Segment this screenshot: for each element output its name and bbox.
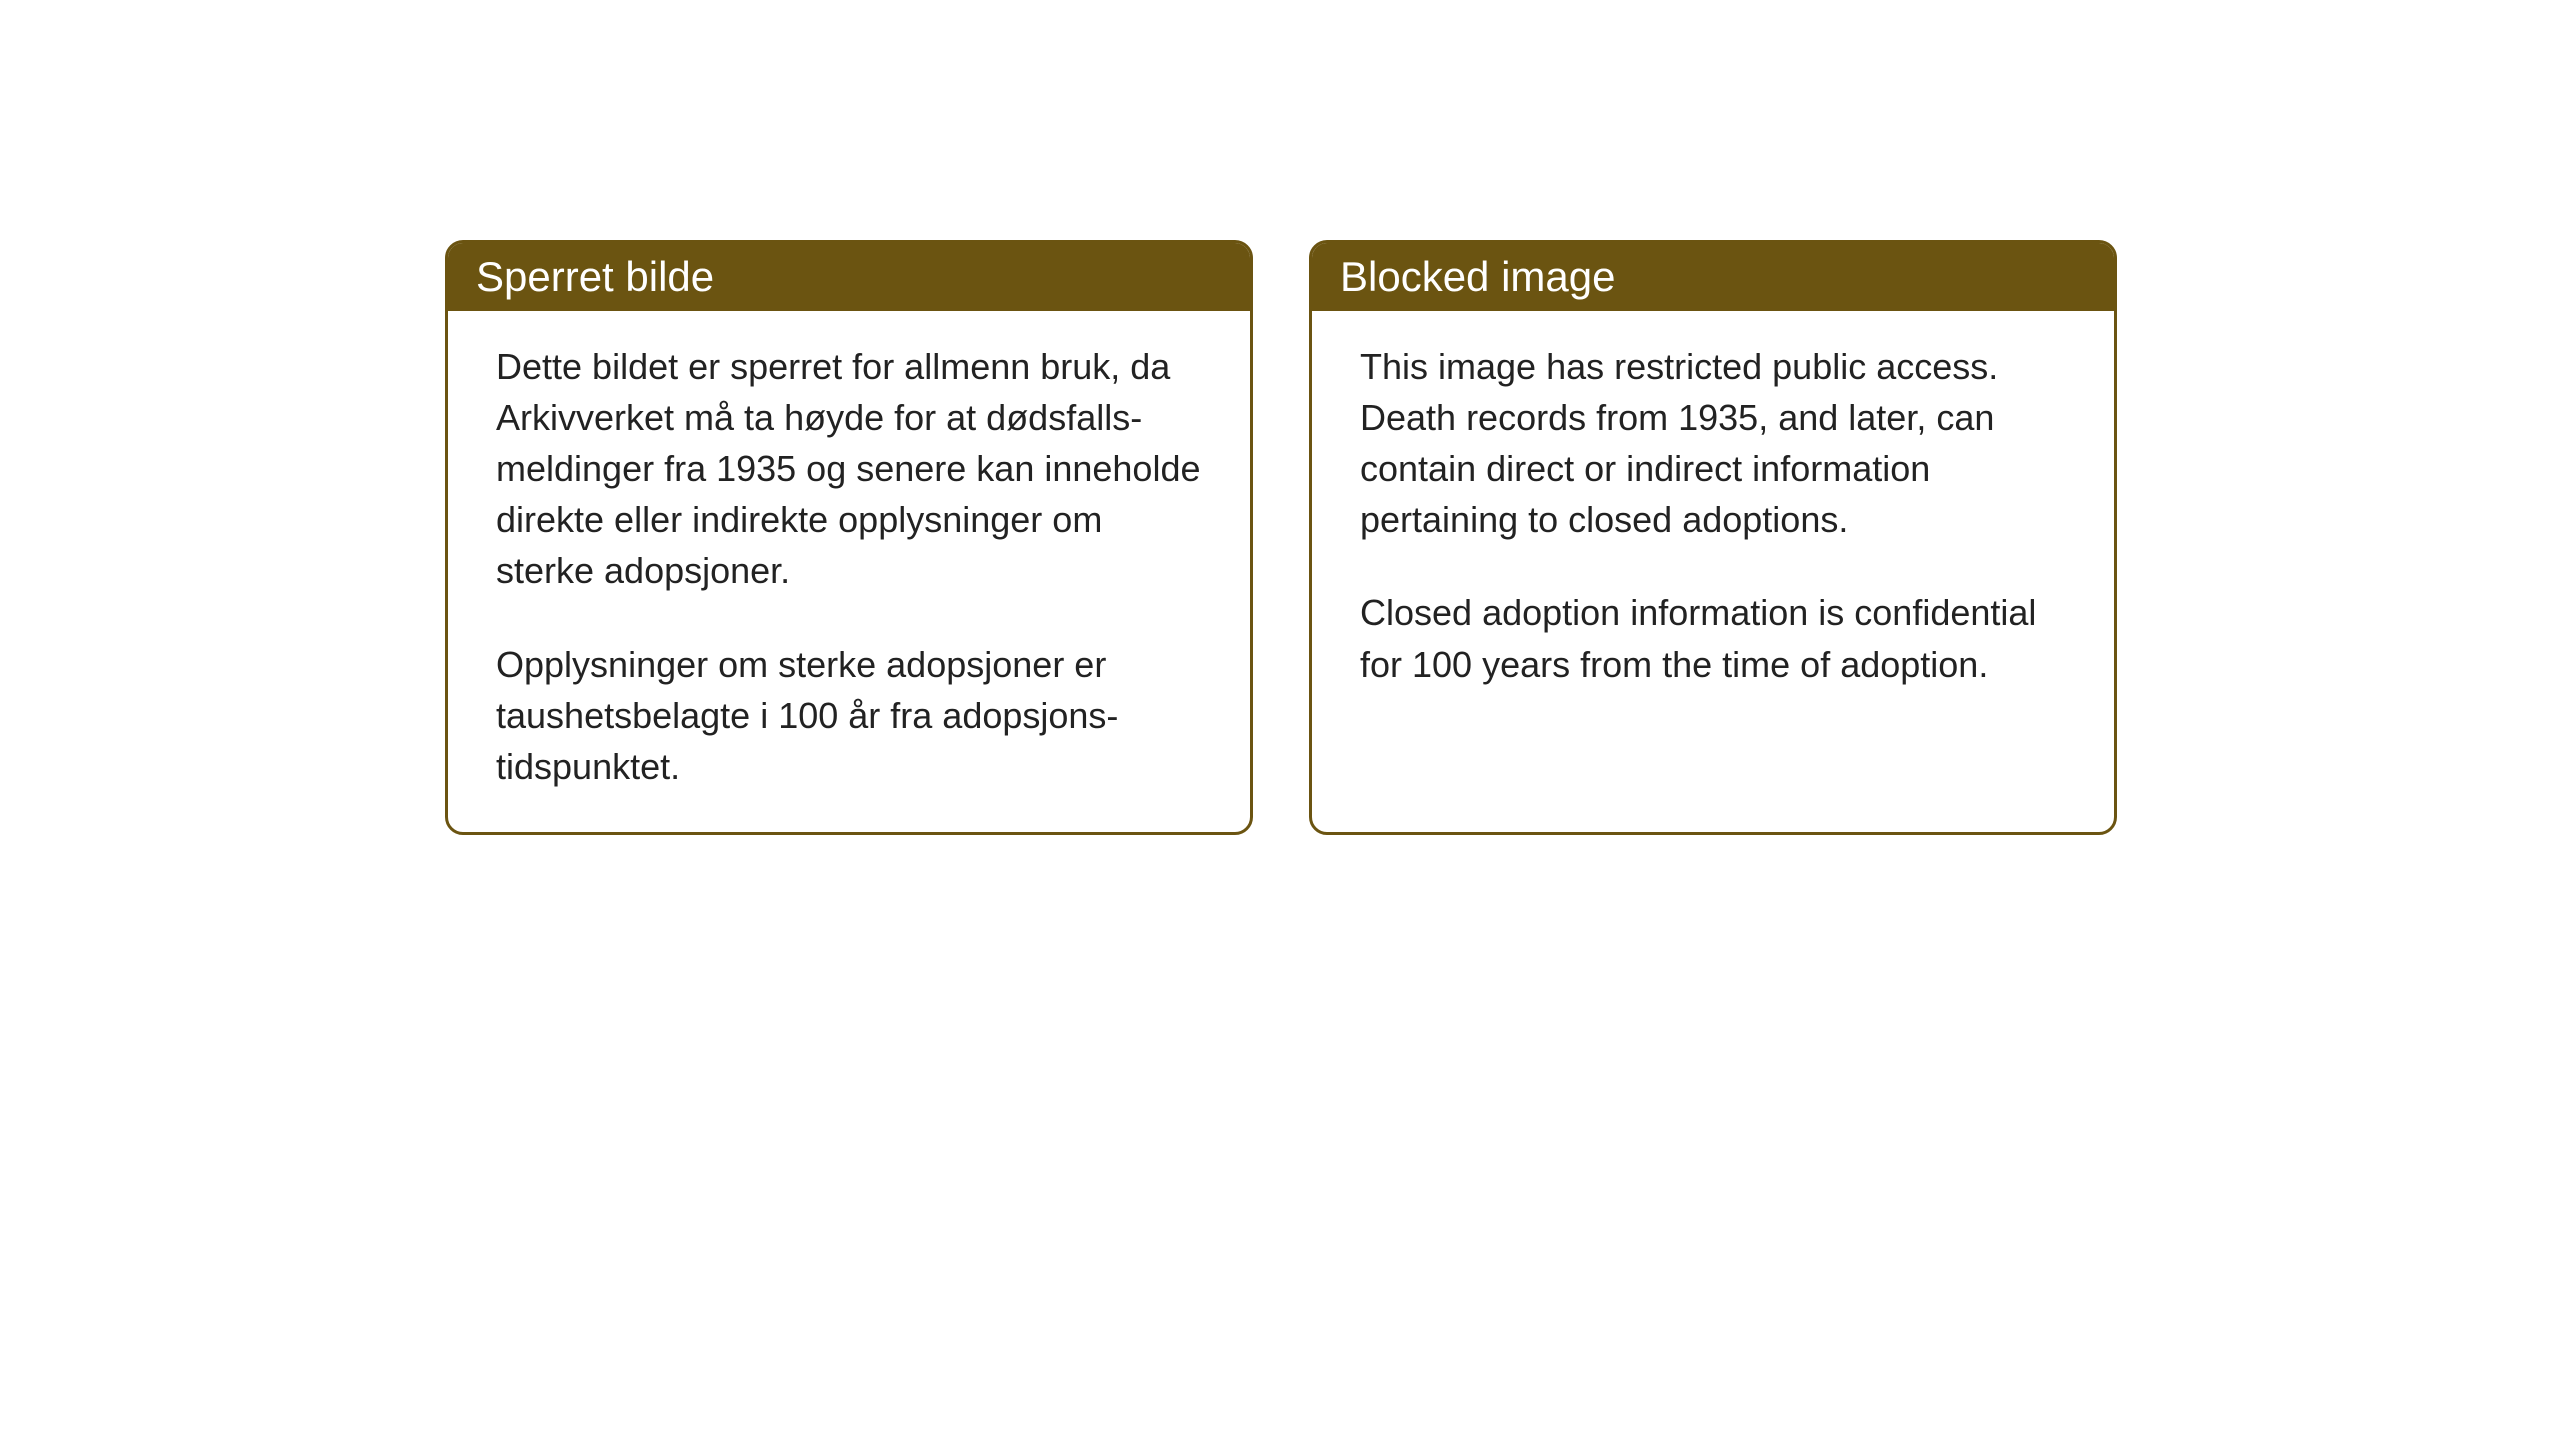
notice-title-norwegian: Sperret bilde (476, 253, 714, 300)
notice-para2-english: Closed adoption information is confident… (1360, 587, 2066, 689)
notice-body-norwegian: Dette bildet er sperret for allmenn bruk… (448, 311, 1250, 832)
notice-card-english: Blocked image This image has restricted … (1309, 240, 2117, 835)
notice-para1-norwegian: Dette bildet er sperret for allmenn bruk… (496, 341, 1202, 597)
notice-card-norwegian: Sperret bilde Dette bildet er sperret fo… (445, 240, 1253, 835)
notice-header-norwegian: Sperret bilde (448, 243, 1250, 311)
notice-para2-norwegian: Opplysninger om sterke adopsjoner er tau… (496, 639, 1202, 792)
notice-title-english: Blocked image (1340, 253, 1615, 300)
notice-header-english: Blocked image (1312, 243, 2114, 311)
notice-container: Sperret bilde Dette bildet er sperret fo… (445, 240, 2117, 835)
notice-para1-english: This image has restricted public access.… (1360, 341, 2066, 545)
notice-body-english: This image has restricted public access.… (1312, 311, 2114, 730)
